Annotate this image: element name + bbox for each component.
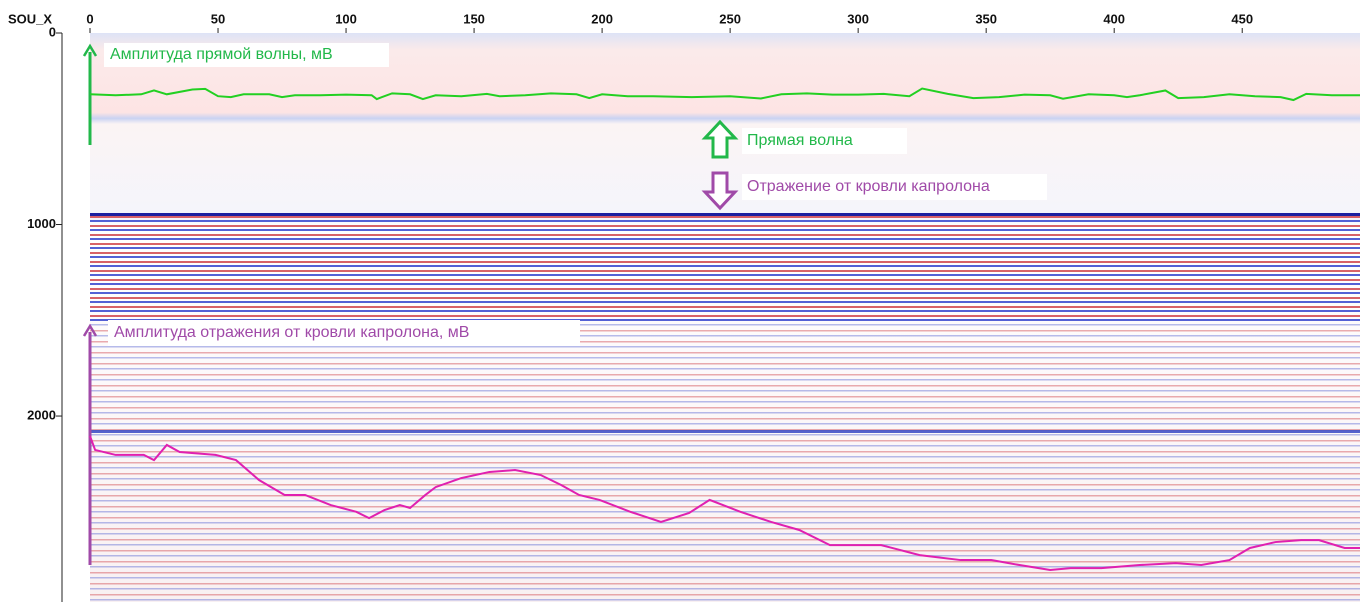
- series-label: Амплитуда прямой волны, мВ: [110, 46, 333, 63]
- x-tick-label: 200: [591, 11, 613, 26]
- x-tick-label: 100: [335, 11, 357, 26]
- x-tick-label: 400: [1103, 11, 1125, 26]
- annotation: Прямая волна: [747, 132, 853, 149]
- seismic-section: [90, 33, 1360, 602]
- series-label: Амплитуда отражения от кровли капролона,…: [114, 324, 469, 341]
- x-tick-label: 0: [86, 11, 93, 26]
- y-tick-label: 0: [49, 24, 56, 39]
- x-tick-label: 150: [463, 11, 485, 26]
- y-tick-label: 1000: [27, 216, 56, 231]
- x-tick-label: 300: [847, 11, 869, 26]
- annotation: Отражение от кровли капролона: [747, 178, 990, 195]
- y-tick-label: 2000: [27, 407, 56, 422]
- x-tick-label: 350: [975, 11, 997, 26]
- chart: SOU_X Прямая волна Отражение от кровли к…: [0, 0, 1365, 602]
- x-tick-label: 250: [719, 11, 741, 26]
- x-axis-label: SOU_X: [8, 11, 52, 26]
- x-tick-label: 50: [211, 11, 225, 26]
- x-tick-label: 450: [1231, 11, 1253, 26]
